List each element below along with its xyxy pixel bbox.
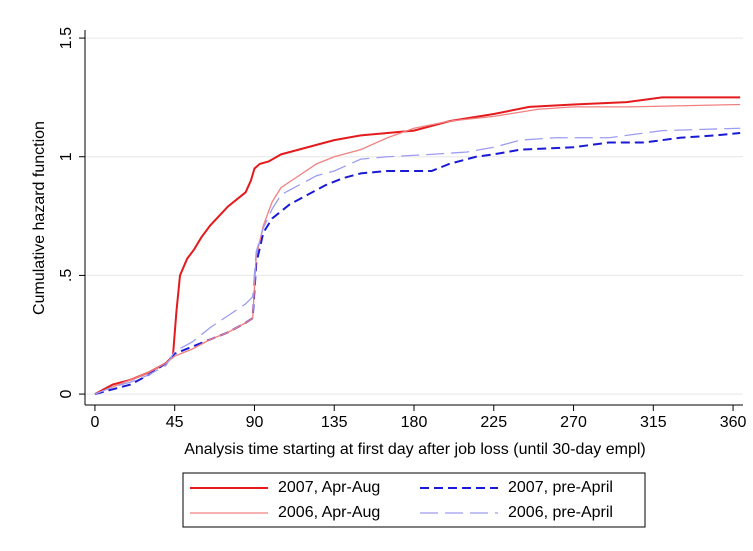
x-tick-label: 225 (480, 414, 507, 431)
y-tick-label: 1 (58, 152, 75, 161)
y-axis-title: Cumulative hazard function (31, 121, 48, 315)
legend-box (182, 472, 646, 528)
x-tick-label: 90 (246, 414, 264, 431)
y-tick-label: 1.5 (58, 27, 75, 49)
series-line (94, 132, 741, 396)
series-line (94, 96, 741, 395)
x-axis-title: Analysis time starting at first day afte… (184, 441, 646, 458)
series-line (94, 127, 741, 395)
x-tick-label: 135 (321, 414, 348, 431)
legend-label: 2007, Apr-Aug (278, 479, 380, 496)
y-tick-label: .5 (58, 269, 75, 282)
x-tick-label: 0 (90, 414, 99, 431)
x-tick-label: 180 (401, 414, 428, 431)
y-tick-label: 0 (58, 390, 75, 399)
x-tick-label: 360 (720, 414, 747, 431)
x-tick-label: 270 (560, 414, 587, 431)
x-tick-label: 315 (640, 414, 667, 431)
legend-label: 2007, pre-April (508, 479, 613, 496)
legend-label: 2006, pre-April (508, 504, 613, 521)
legend-label: 2006, Apr-Aug (278, 504, 380, 521)
x-tick-label: 45 (166, 414, 184, 431)
